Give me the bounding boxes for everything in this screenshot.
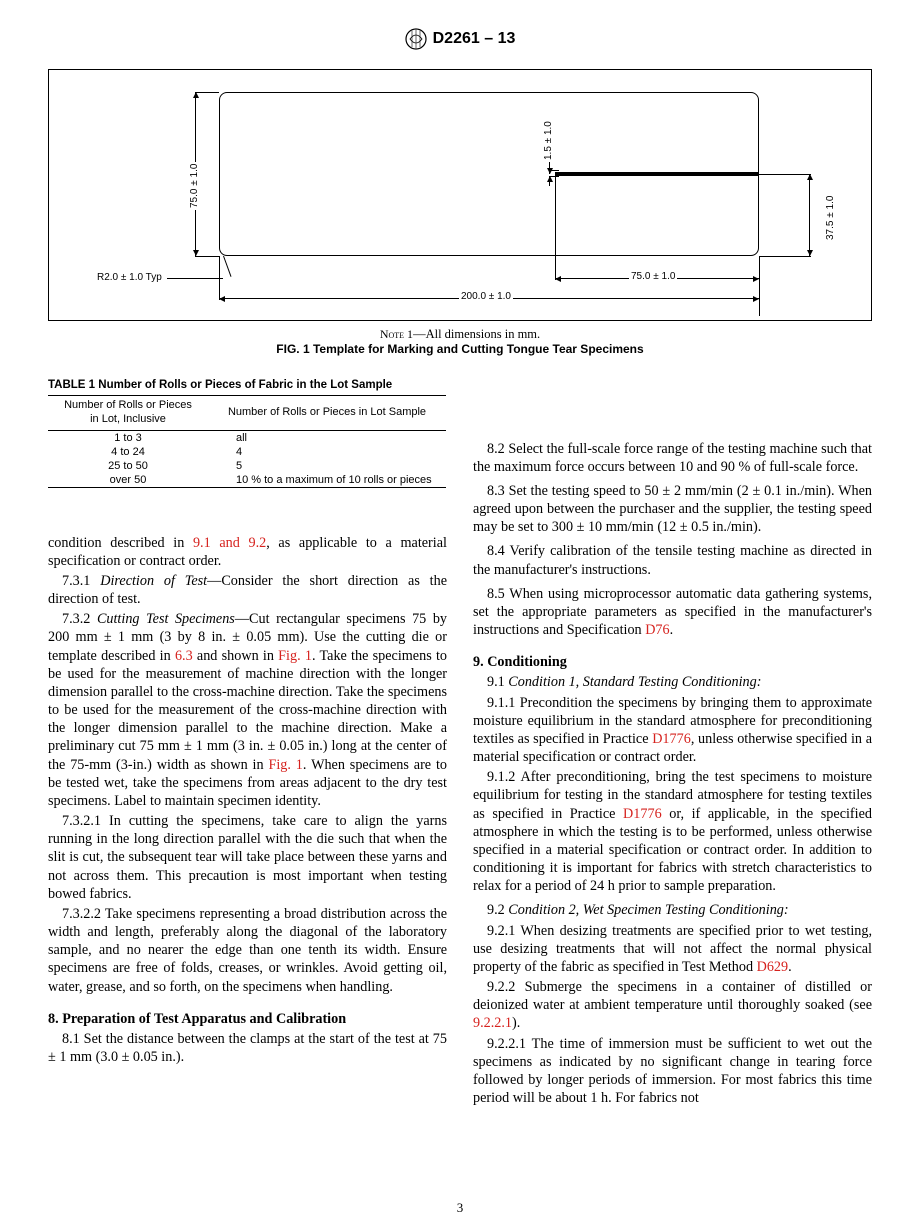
para-7322: 7.3.2.2 Take specimens representing a br…	[48, 905, 447, 996]
table-row: over 5010 % to a maximum of 10 rolls or …	[48, 473, 446, 488]
table-1: Number of Rolls or Piecesin Lot, Inclusi…	[48, 395, 446, 488]
dim-height: 75.0 ± 1.0	[189, 162, 200, 210]
para-7321: 7.3.2.1 In cutting the specimens, take c…	[48, 812, 447, 903]
ref-9221: 9.2.2.1	[473, 1015, 512, 1031]
figure-1-diagram: 75.0 ± 1.0 200.0 ± 1.0 1.5 ± 1.0 37.5 ± …	[48, 69, 872, 321]
body-columns: condition described in 9.1 and 9.2, as a…	[48, 534, 872, 1110]
para-911: 9.1.1 Precondition the specimens by brin…	[473, 694, 872, 767]
figure-caption: Note 1—All dimensions in mm. FIG. 1 Temp…	[48, 327, 872, 357]
para-731: 7.3.1 Direction of Test—Consider the sho…	[48, 572, 447, 608]
ref-d1776b: D1776	[623, 806, 662, 822]
figure-note-label: Note 1	[380, 327, 413, 341]
table-1-title: TABLE 1 Number of Rolls or Pieces of Fab…	[48, 379, 447, 391]
section-8-head: 8. Preparation of Test Apparatus and Cal…	[48, 1010, 447, 1028]
left-column: condition described in 9.1 and 9.2, as a…	[48, 534, 447, 1110]
table-head-1: Number of Rolls or Piecesin Lot, Inclusi…	[48, 396, 208, 431]
ref-fig1b: Fig. 1	[268, 757, 302, 773]
table-row: 25 to 505	[48, 459, 446, 473]
document-code: D2261 – 13	[433, 30, 516, 48]
ref-63: 6.3	[175, 648, 193, 664]
para-85: 8.5 When using microprocessor automatic …	[473, 585, 872, 640]
table-row: 4 to 244	[48, 445, 446, 459]
para-82: 8.2 Select the full-scale force range of…	[473, 440, 872, 476]
ref-d1776a: D1776	[652, 731, 691, 747]
para-84: 8.4 Verify calibration of the tensile te…	[473, 542, 872, 578]
section-9-head: 9. Conditioning	[473, 653, 872, 671]
para-922: 9.2.2 Submerge the specimens in a contai…	[473, 978, 872, 1033]
dim-radius: R2.0 ± 1.0 Typ	[95, 272, 164, 283]
table-row: 1 to 3all	[48, 430, 446, 445]
ref-d76: D76	[645, 622, 669, 638]
para-921: 9.2.1 When desizing treatments are speci…	[473, 922, 872, 977]
para-81: 8.1 Set the distance between the clamps …	[48, 1030, 447, 1066]
para-83: 8.3 Set the testing speed to 50 ± 2 mm/m…	[473, 482, 872, 537]
page-number: 3	[48, 1200, 872, 1216]
ref-d629: D629	[757, 959, 789, 975]
page: { "header": { "code": "D2261 – 13" }, "f…	[48, 28, 872, 1232]
para-732: 7.3.2 Cutting Test Specimens—Cut rectang…	[48, 610, 447, 810]
para-9221: 9.2.2.1 The time of immersion must be su…	[473, 1035, 872, 1108]
dim-half-height: 37.5 ± 1.0	[825, 194, 836, 242]
dim-slit-len: 75.0 ± 1.0	[629, 271, 677, 282]
ref-91-92: 9.1 and 9.2	[193, 535, 266, 551]
para-92-head: 9.2 Condition 2, Wet Specimen Testing Co…	[473, 901, 872, 919]
header: D2261 – 13	[48, 28, 872, 55]
ref-fig1a: Fig. 1	[278, 648, 312, 664]
figure-title: FIG. 1 Template for Marking and Cutting …	[276, 342, 643, 356]
para-7-cont: condition described in 9.1 and 9.2, as a…	[48, 534, 447, 570]
dim-width: 200.0 ± 1.0	[459, 291, 513, 302]
table-head-2: Number of Rolls or Pieces in Lot Sample	[208, 396, 446, 431]
astm-logo-icon	[405, 28, 427, 50]
para-912: 9.1.2 After preconditioning, bring the t…	[473, 768, 872, 895]
right-column: 8.2 Select the full-scale force range of…	[473, 440, 872, 1110]
figure-note-text: —All dimensions in mm.	[413, 327, 540, 341]
para-91-head: 9.1 Condition 1, Standard Testing Condit…	[473, 673, 872, 691]
dim-slit-gap: 1.5 ± 1.0	[543, 119, 554, 162]
